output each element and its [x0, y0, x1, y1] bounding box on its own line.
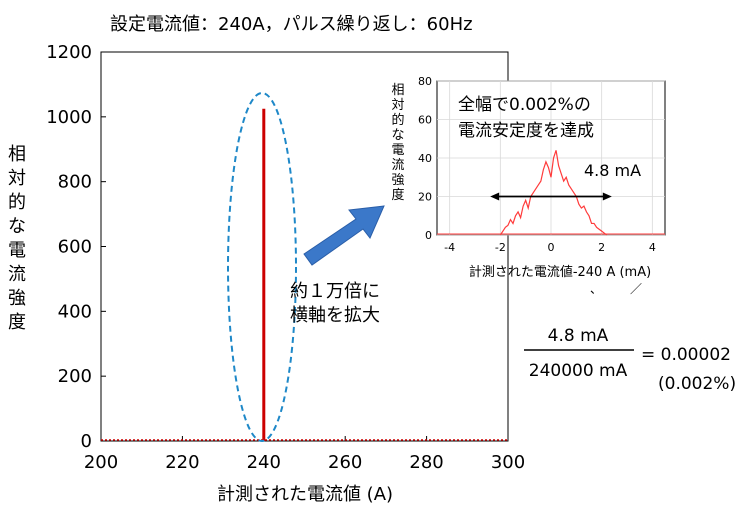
inset-y-label-char: 流: [391, 158, 404, 173]
inset-x-tick-label: 0: [548, 241, 555, 254]
inset-title-line2: 電流安定度を達成: [458, 121, 594, 141]
inset-y-tick-label: 40: [418, 152, 432, 165]
inset-width-arrow-right: [602, 192, 612, 201]
figure-header: 設定電流値：240A，パルス繰り返し：60Hz: [110, 14, 473, 35]
main-y-tick-label: 1000: [46, 107, 92, 128]
main-x-tick-label: 200: [84, 452, 118, 473]
main-x-ticks: 200 220 240 260 280 300: [84, 436, 525, 473]
inset-width-arrow-left: [490, 192, 500, 201]
inset-width-marker: [490, 192, 612, 201]
stability-formula: 4.8 mA 240000 mA = 0.00002 (0.002%): [524, 326, 736, 394]
stray-mark-2: ／: [630, 282, 642, 296]
main-x-tick-label: 260: [328, 452, 362, 473]
main-y-label-char: 的: [8, 192, 26, 213]
inset-y-ticks: 0 20 40 60 80: [418, 75, 432, 242]
main-chart: 200 220 240 260 280 300 020040060080010001200…: [8, 42, 525, 505]
main-y-label-char: 電: [8, 240, 26, 261]
inset-y-label-char: 度: [391, 187, 404, 203]
formula-numerator: 4.8 mA: [548, 326, 609, 346]
main-y-label-char: 流: [8, 264, 26, 285]
highlight-ellipse: [227, 92, 297, 442]
main-x-axis-label: 計測された電流値 (A): [217, 484, 393, 505]
formula-percent: (0.002%): [658, 374, 736, 394]
formula-denominator: 240000 mA: [529, 361, 628, 381]
inset-x-tick-label: 2: [598, 241, 605, 254]
inset-y-label-char: 的: [391, 112, 404, 128]
inset-y-label-char: な: [391, 128, 404, 143]
main-x-tick-label: 240: [247, 452, 281, 473]
main-x-tick-label: 300: [491, 452, 525, 473]
inset-y-label-char: 電: [391, 143, 404, 158]
inset-x-tick-label: -4: [444, 241, 455, 254]
inset-x-tick-label: -2: [495, 241, 506, 254]
main-y-label-char: 強: [8, 288, 26, 309]
main-y-tick-label: 1200: [46, 42, 92, 63]
inset-grid: [437, 80, 665, 236]
stray-mark-1: 、: [590, 282, 602, 296]
inset-chart: -4 -2 0 2 4 0 20 40 60 80 全幅で0.002%の 電流安定度を達成 4.…: [391, 75, 666, 296]
inset-y-tick-label: 60: [418, 114, 432, 127]
inset-series: [437, 150, 665, 236]
main-y-label-char: 度: [8, 312, 26, 333]
main-x-tick-label: 220: [165, 452, 199, 473]
main-x-tick-label: 280: [409, 452, 443, 473]
inset-y-label-char: 対: [391, 98, 404, 113]
main-series: [101, 108, 508, 441]
main-y-label-char: 相: [8, 144, 26, 165]
main-y-ticks: 0 200 400 600 800 1000 1200: [46, 42, 106, 452]
main-y-label-char: 対: [8, 168, 26, 189]
inset-y-tick-label: 0: [425, 229, 432, 242]
zoom-callout-line2: 横軸を拡大: [290, 305, 380, 326]
main-y-tick-label: 800: [58, 172, 92, 193]
formula-result: = 0.00002: [641, 345, 731, 365]
inset-title-line1: 全幅で0.002%の: [458, 95, 591, 115]
inset-x-ticks: -4 -2 0 2 4: [444, 241, 656, 254]
main-y-tick-label: 200: [58, 366, 92, 387]
zoom-arrow: [303, 205, 385, 266]
inset-width-label: 4.8 mA: [584, 161, 641, 180]
main-y-tick-label: 0: [81, 431, 92, 452]
inset-y-tick-label: 20: [418, 191, 432, 204]
inset-histogram-line: [499, 150, 608, 236]
zoom-callout-line1: 約１万倍に: [290, 281, 380, 302]
inset-x-axis-label: 計測された電流値-240 A (mA): [469, 264, 651, 280]
main-y-tick-label: 600: [58, 237, 92, 258]
main-y-label-char: な: [8, 216, 26, 237]
inset-y-tick-label: 80: [418, 75, 432, 88]
inset-y-label-char: 強: [391, 173, 404, 188]
inset-y-label-char: 相: [391, 83, 404, 98]
inset-x-tick-label: 4: [649, 241, 656, 254]
main-y-tick-label: 400: [58, 301, 92, 322]
